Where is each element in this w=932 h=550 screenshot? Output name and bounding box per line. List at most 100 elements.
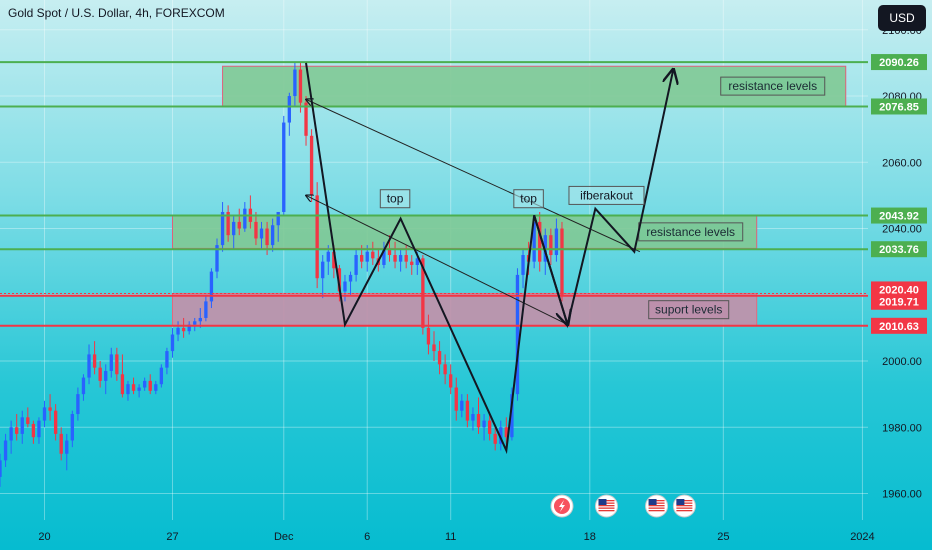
candle (131, 377, 136, 395)
candle (109, 347, 113, 378)
x-tick-label: 11 (445, 531, 456, 543)
lightning-icon[interactable] (550, 494, 574, 518)
candle (410, 255, 414, 275)
candle (137, 384, 141, 398)
candle (521, 248, 525, 289)
candle (382, 241, 386, 269)
price-badge-label: 2090.26 (879, 57, 919, 69)
candle (259, 221, 264, 249)
candle (209, 268, 214, 309)
candle (176, 321, 180, 342)
y-tick-label: 1980.00 (882, 422, 922, 434)
candle (81, 374, 86, 401)
annotation-box (379, 189, 411, 209)
x-tick-label: 25 (717, 531, 729, 543)
candle (170, 327, 175, 358)
candle (482, 414, 486, 441)
price-badge-label: 2010.63 (879, 321, 919, 333)
candle (193, 317, 197, 332)
zone-label: suport levels (655, 303, 722, 317)
candle (315, 182, 319, 289)
candle (449, 364, 453, 395)
x-tick-label: 20 (38, 531, 50, 543)
candle (243, 202, 247, 232)
candle (232, 215, 236, 249)
annotation-text: top (387, 192, 404, 206)
candle (237, 208, 241, 236)
candle (204, 294, 208, 322)
candle (59, 427, 63, 461)
candle (31, 420, 36, 444)
candle (276, 211, 280, 242)
candle (20, 410, 24, 444)
us-flag-icon[interactable] (645, 494, 669, 518)
candle (142, 377, 147, 391)
candle (538, 211, 542, 272)
x-tick-label: Dec (274, 531, 294, 543)
chart-title: Gold Spot / U.S. Dollar, 4h, FOREXCOM (8, 6, 225, 20)
candle (487, 414, 492, 441)
candle (154, 380, 158, 395)
candle (465, 394, 470, 428)
candle (37, 417, 41, 444)
y-tick-label: 2000.00 (882, 356, 922, 368)
candle (504, 417, 509, 444)
zone-label-box (648, 300, 730, 320)
candle (287, 92, 292, 136)
y-tick-label: 1960.00 (882, 489, 922, 501)
candle (53, 404, 58, 441)
candle (304, 96, 308, 146)
candle (15, 414, 19, 441)
candle (148, 374, 152, 395)
candle (348, 271, 353, 295)
us-flag-icon[interactable] (594, 494, 618, 518)
annotation-text: top (520, 192, 537, 206)
candle (181, 317, 186, 338)
price-badge-label: 2019.71 (879, 297, 919, 309)
candle (215, 238, 219, 279)
currency-button[interactable]: USD (878, 5, 926, 31)
candle (343, 274, 347, 302)
candle (437, 341, 442, 375)
price-badge (871, 54, 927, 71)
candle (3, 433, 8, 468)
candle (443, 354, 447, 385)
candle (398, 248, 403, 272)
candle (26, 407, 30, 428)
candle (87, 344, 91, 385)
candle (476, 397, 481, 434)
candle (460, 394, 464, 418)
candle (371, 241, 375, 265)
price-badge (871, 317, 927, 334)
candle (432, 331, 436, 362)
candle (549, 228, 553, 265)
axes: 1960.001980.002000.002020.002040.002060.… (38, 25, 927, 543)
candle (554, 218, 559, 262)
candle (226, 205, 230, 242)
candle (48, 394, 52, 421)
pullback-arrow (533, 214, 567, 324)
candle (515, 268, 520, 401)
candle (198, 308, 202, 328)
candle (454, 377, 458, 421)
candle (298, 62, 303, 113)
candle (282, 115, 286, 216)
candle (98, 361, 102, 388)
y-tick-label: 2060.00 (882, 157, 922, 169)
event-markers (550, 494, 696, 518)
x-tick-label: 6 (364, 531, 370, 543)
us-flag-icon[interactable] (672, 494, 696, 518)
candle (0, 453, 2, 487)
candle (65, 433, 69, 471)
candle (321, 255, 325, 299)
price-badge (871, 98, 927, 115)
x-tick-label: 2024 (850, 531, 874, 543)
candle (354, 248, 358, 282)
candle (499, 420, 503, 451)
price-badge (871, 281, 927, 298)
annotation-box (568, 185, 645, 205)
price-badge (871, 241, 927, 258)
x-tick-label: 27 (166, 531, 178, 543)
